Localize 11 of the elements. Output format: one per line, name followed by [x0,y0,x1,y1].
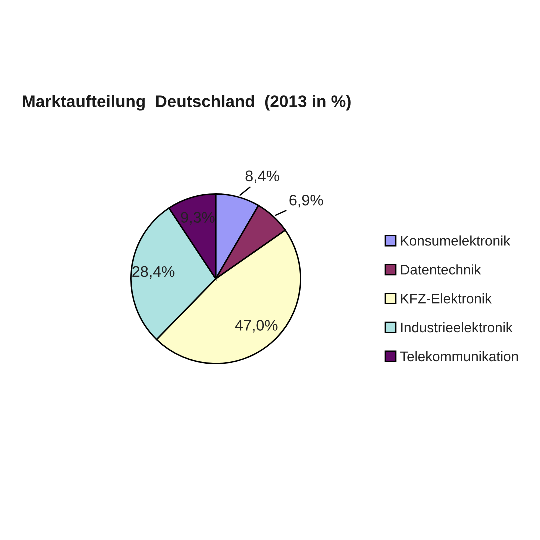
data-label: 6,9% [290,194,324,208]
data-label: 8,4% [246,170,280,184]
legend-label: Industrieelektronik [401,322,513,333]
chart-title: Marktaufteilung Deutschland (2013 in %) [23,95,351,111]
legend-label: Datentechnik [401,264,482,275]
data-label: 28,4% [132,266,175,279]
legend-label: Telekommunikation [400,351,518,362]
legend-label: KFZ-Elektronik [401,294,492,304]
data-label: 9,3% [181,212,215,225]
legend-label: Konsumelektronik [401,236,511,246]
data-label: 47,0% [235,320,278,333]
